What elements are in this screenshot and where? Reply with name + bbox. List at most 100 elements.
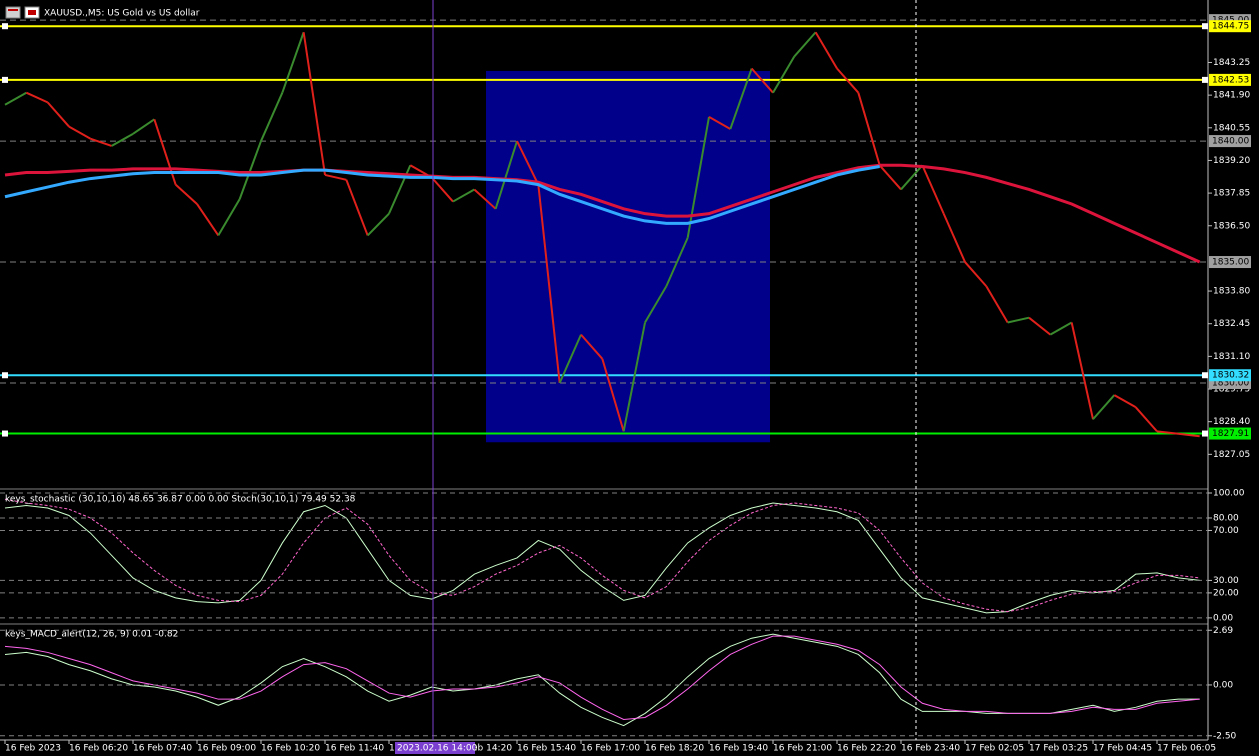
indicator-line bbox=[4, 633, 1200, 727]
price-segment bbox=[793, 31, 817, 58]
price-segment bbox=[708, 116, 731, 130]
level-handle bbox=[1202, 372, 1208, 379]
x-tick-label: 16 Feb 23:40 bbox=[901, 744, 960, 754]
price-segment bbox=[580, 333, 604, 360]
rectangle-object bbox=[486, 70, 770, 443]
y-tick-label: 1837.85 bbox=[1213, 189, 1250, 199]
y-tick-label: 1839.20 bbox=[1213, 156, 1250, 166]
price-segment bbox=[366, 212, 390, 237]
level-handle bbox=[2, 430, 8, 437]
cursor-layer: 2023.02.16 14:00 bbox=[395, 742, 478, 754]
cursor-label-box bbox=[395, 742, 475, 754]
price-segment bbox=[132, 118, 155, 135]
series-layer bbox=[4, 31, 1201, 727]
price-segment bbox=[196, 203, 220, 236]
price-segment bbox=[622, 322, 646, 432]
y-tick-label: 70.00 bbox=[1213, 526, 1239, 536]
price-segment bbox=[174, 183, 198, 205]
price-segment bbox=[1134, 406, 1158, 433]
y-tick-label: 1841.90 bbox=[1213, 91, 1250, 101]
chart-title: XAUUSD.,M5: US Gold vs US dollar bbox=[44, 9, 200, 19]
price-segment bbox=[345, 179, 369, 236]
price-segment bbox=[1113, 394, 1137, 409]
price-segment bbox=[1092, 394, 1116, 420]
price-segment bbox=[942, 213, 966, 263]
price-segment bbox=[90, 137, 112, 147]
price-segment bbox=[1156, 430, 1179, 435]
y-tick-label: 100.00 bbox=[1213, 488, 1245, 498]
price-segment bbox=[1007, 316, 1030, 324]
icon bbox=[8, 9, 18, 11]
price-segment bbox=[814, 31, 838, 70]
x-tick-label: 16 Feb 09:00 bbox=[197, 744, 256, 754]
price-segment bbox=[1178, 432, 1200, 438]
round-level-label: 1835.00 bbox=[1212, 258, 1249, 268]
price-segment bbox=[900, 164, 924, 191]
price-segment bbox=[601, 358, 625, 432]
price-segment bbox=[857, 92, 881, 166]
price-segment bbox=[558, 334, 582, 384]
price-segment bbox=[25, 91, 49, 104]
y-tick-label: 80.00 bbox=[1213, 513, 1239, 523]
price-segment bbox=[238, 140, 262, 200]
y-tick-label: 0.00 bbox=[1213, 680, 1233, 690]
y-tick-label: 2.69 bbox=[1213, 626, 1233, 636]
x-tick-label: 16 Feb 2023 bbox=[5, 744, 61, 754]
price-segment bbox=[302, 32, 326, 176]
price-segment bbox=[430, 176, 454, 203]
round-level-box bbox=[1209, 256, 1251, 269]
y-tick-label: 1836.50 bbox=[1213, 221, 1250, 231]
x-tick-label: 16 Feb 17:00 bbox=[581, 744, 640, 754]
price-segment bbox=[260, 92, 284, 142]
x-tick-label: 17 Feb 04:45 bbox=[1093, 744, 1152, 754]
axis-layer: 1843.25 1841.90 1840.55 1839.20 1837.85 1836.… bbox=[0, 14, 1251, 754]
x-tick-label: 17 Feb 02:05 bbox=[965, 744, 1024, 754]
level-label: 1830.32 bbox=[1212, 371, 1249, 381]
price-segment bbox=[1070, 322, 1094, 420]
price-segment bbox=[281, 31, 305, 94]
level-handle bbox=[2, 372, 8, 379]
y-tick-label: -2.50 bbox=[1213, 731, 1237, 741]
indicator-title: keys_MACD_alert(12, 26, 9) 0.01 -0.82 bbox=[5, 630, 178, 640]
price-segment bbox=[324, 173, 347, 181]
x-tick-label: 16 Feb 11:40 bbox=[325, 744, 384, 754]
cursor-label: 2023.02.16 14:00 bbox=[397, 744, 478, 754]
y-tick-label: 30.00 bbox=[1213, 576, 1239, 586]
price-segment bbox=[772, 55, 796, 94]
y-tick-label: 1827.05 bbox=[1213, 450, 1250, 460]
price-segment bbox=[878, 164, 902, 191]
drawing-layer bbox=[486, 70, 770, 443]
indicator-line bbox=[4, 165, 880, 225]
round-level-label: 1830.00 bbox=[1212, 378, 1249, 388]
indicator-line bbox=[4, 635, 1200, 721]
indicator-line bbox=[4, 498, 1200, 613]
indicator-line bbox=[4, 502, 1200, 614]
x-tick-label: 16 Feb 19:40 bbox=[709, 744, 768, 754]
price-segment bbox=[665, 237, 689, 287]
level-box bbox=[1209, 427, 1251, 440]
price-segment bbox=[46, 101, 70, 128]
y-tick-label: 1831.10 bbox=[1213, 352, 1250, 362]
indicator-title: keys_stochastic (30,10,10) 48.65 36.87 0… bbox=[5, 495, 356, 505]
price-segment bbox=[473, 188, 497, 210]
level-handle bbox=[1202, 76, 1208, 83]
price-segment bbox=[494, 140, 518, 210]
y-tick-label: 1829.75 bbox=[1213, 385, 1250, 395]
y-tick-label: 20.00 bbox=[1213, 588, 1239, 598]
icon bbox=[28, 10, 36, 15]
x-tick-label: 16 Feb 06:20 bbox=[69, 744, 128, 754]
price-segment bbox=[985, 285, 1009, 324]
level-label: 1844.75 bbox=[1212, 22, 1249, 32]
round-level-label: 1840.00 bbox=[1212, 137, 1249, 147]
price-segment bbox=[217, 198, 241, 236]
x-tick-label: 16 Feb 18:20 bbox=[645, 744, 704, 754]
price-segment bbox=[729, 68, 753, 130]
y-tick-label: 1843.25 bbox=[1213, 58, 1250, 68]
y-tick-label: 1840.55 bbox=[1213, 123, 1250, 133]
price-segment bbox=[921, 164, 945, 215]
price-segment bbox=[452, 188, 475, 203]
y-tick-label: 1828.40 bbox=[1213, 417, 1250, 427]
y-tick-label: 1832.45 bbox=[1213, 319, 1250, 329]
round-level-box bbox=[1209, 14, 1251, 27]
